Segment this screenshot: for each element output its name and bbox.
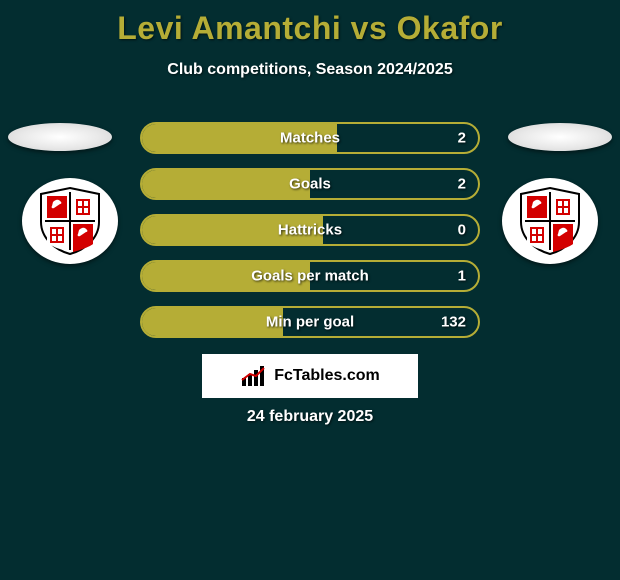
player-photo-left <box>8 123 112 151</box>
club-crest-right <box>502 178 598 264</box>
stat-label: Min per goal <box>142 314 478 331</box>
shield-icon <box>33 184 107 258</box>
shield-icon <box>513 184 587 258</box>
bar-chart-icon <box>240 364 268 388</box>
stat-value: 0 <box>458 222 466 239</box>
stat-row: Hattricks 0 <box>140 214 480 246</box>
stat-label: Goals per match <box>142 268 478 285</box>
stat-value: 132 <box>441 314 466 331</box>
stat-label: Goals <box>142 176 478 193</box>
brand-text: FcTables.com <box>274 367 380 385</box>
player-photo-right <box>508 123 612 151</box>
stat-row: Goals per match 1 <box>140 260 480 292</box>
stat-label: Hattricks <box>142 222 478 239</box>
page-subtitle: Club competitions, Season 2024/2025 <box>0 61 620 79</box>
stat-value: 1 <box>458 268 466 285</box>
stat-value: 2 <box>458 176 466 193</box>
stats-panel: Matches 2 Goals 2 Hattricks 0 Goals per … <box>140 122 480 352</box>
date-line: 24 february 2025 <box>0 408 620 426</box>
page-title: Levi Amantchi vs Okafor <box>0 0 620 47</box>
stat-row: Goals 2 <box>140 168 480 200</box>
club-crest-left <box>22 178 118 264</box>
stat-label: Matches <box>142 130 478 147</box>
stat-row: Matches 2 <box>140 122 480 154</box>
brand-badge: FcTables.com <box>202 354 418 398</box>
stat-value: 2 <box>458 130 466 147</box>
stat-row: Min per goal 132 <box>140 306 480 338</box>
infographic-root: Levi Amantchi vs Okafor Club competition… <box>0 0 620 580</box>
